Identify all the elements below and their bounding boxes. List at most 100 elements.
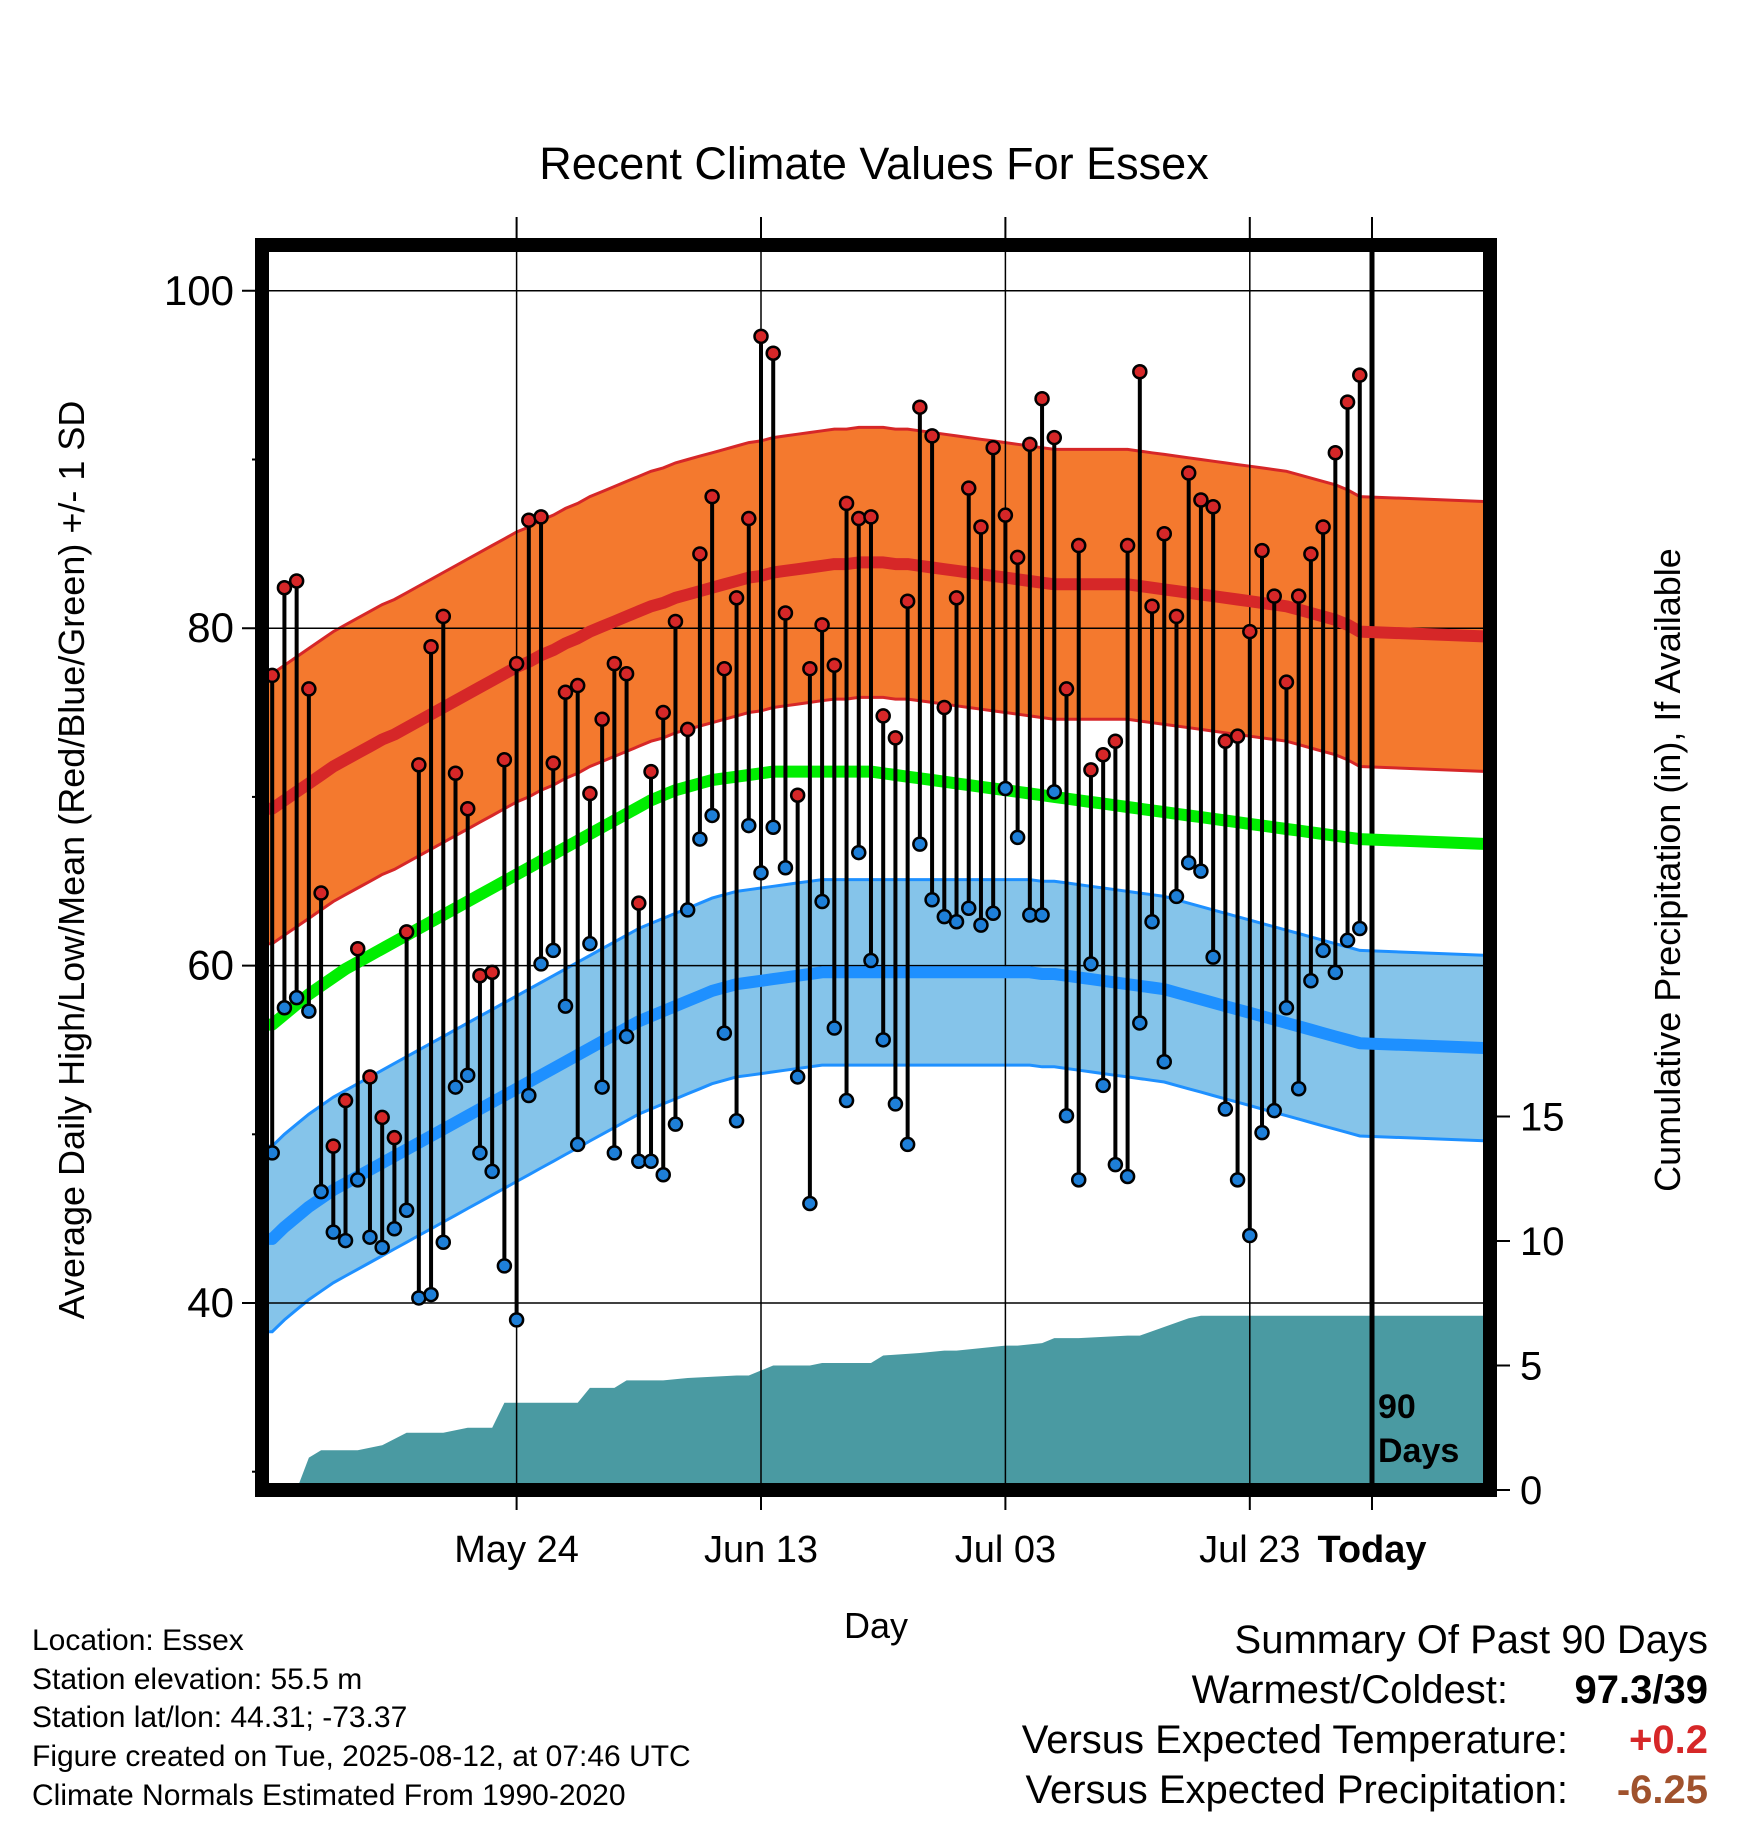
low-point-82 xyxy=(1266,1102,1282,1119)
xtick-label-4: Today xyxy=(1317,1529,1426,1571)
summary-warmest-value: 97.3/39 xyxy=(1574,1668,1708,1712)
low-point-24 xyxy=(557,998,574,1014)
y2-axis-label: Cumulative Precipitation (in), If Availa… xyxy=(1647,548,1688,1192)
plot-frame xyxy=(255,238,1497,1497)
low-point-45 xyxy=(814,893,830,910)
low-point-89 xyxy=(1352,920,1368,937)
summary-precip-value: -6.25 xyxy=(1616,1768,1708,1812)
high-point-12 xyxy=(411,757,427,773)
low-point-9 xyxy=(374,1239,390,1256)
high-point-50 xyxy=(875,708,891,724)
low-point-43 xyxy=(789,1069,806,1085)
low-point-87 xyxy=(1327,964,1344,981)
low-point-27 xyxy=(594,1079,610,1095)
info-created: Figure created on Tue, 2025-08-12, at 07… xyxy=(32,1740,691,1773)
low-point-53 xyxy=(912,836,928,852)
low-point-16 xyxy=(459,1067,476,1084)
low-point-31 xyxy=(643,1153,659,1170)
low-point-4 xyxy=(313,1183,329,1200)
low-point-25 xyxy=(569,1136,586,1153)
high-point-43 xyxy=(789,787,806,803)
normal-high-line xyxy=(262,556,1491,815)
low-point-88 xyxy=(1339,932,1356,949)
high-point-45 xyxy=(814,617,830,633)
high-point-81 xyxy=(1254,542,1270,559)
high-point-31 xyxy=(643,763,659,780)
high-point-62 xyxy=(1022,436,1038,453)
high-point-59 xyxy=(985,439,1001,456)
high-point-49 xyxy=(863,509,879,525)
low-point-73 xyxy=(1156,1054,1173,1070)
low-point-71 xyxy=(1132,1015,1148,1031)
high-point-65 xyxy=(1058,681,1075,697)
high-point-57 xyxy=(960,480,977,496)
xtick-label-2: Jul 03 xyxy=(955,1529,1056,1571)
high-point-28 xyxy=(606,655,623,672)
low-point-76 xyxy=(1193,863,1209,879)
low-point-70 xyxy=(1119,1168,1136,1185)
summary-warmest-label: Warmest/Coldest: xyxy=(1191,1668,1508,1712)
low-point-51 xyxy=(887,1096,904,1112)
low-point-11 xyxy=(398,1202,415,1218)
low-point-47 xyxy=(838,1092,855,1109)
frame-border xyxy=(255,238,1497,1497)
high-point-8 xyxy=(362,1069,378,1085)
low-point-3 xyxy=(301,1003,317,1019)
high-point-60 xyxy=(997,507,1014,523)
high-point-74 xyxy=(1168,608,1185,625)
high-point-44 xyxy=(802,660,818,677)
high-point-85 xyxy=(1303,546,1319,562)
low-point-83 xyxy=(1278,1000,1295,1016)
low-point-33 xyxy=(667,1116,684,1132)
summary-temp-value: +0.2 xyxy=(1629,1718,1708,1762)
low-point-65 xyxy=(1058,1107,1075,1124)
high-point-21 xyxy=(521,512,537,528)
low-point-5 xyxy=(325,1224,342,1240)
high-point-66 xyxy=(1070,537,1087,554)
low-point-29 xyxy=(618,1028,635,1045)
high-point-55 xyxy=(936,699,953,716)
high-point-40 xyxy=(753,328,769,345)
summary-heading: Summary Of Past 90 Days xyxy=(1234,1618,1708,1662)
high-point-61 xyxy=(1009,549,1026,566)
low-point-72 xyxy=(1144,913,1160,930)
low-point-66 xyxy=(1070,1172,1087,1188)
y2tick-label-15: 15 xyxy=(1520,1096,1565,1140)
annotation-days: Days xyxy=(1378,1432,1459,1470)
high-point-1 xyxy=(276,579,293,596)
low-point-15 xyxy=(447,1079,464,1095)
high-point-11 xyxy=(398,924,415,940)
low-point-46 xyxy=(826,1020,843,1036)
high-point-83 xyxy=(1278,674,1295,690)
high-point-47 xyxy=(838,495,855,512)
low-point-20 xyxy=(508,1312,525,1328)
ytick-label-80: 80 xyxy=(187,604,234,651)
info-elevation: Station elevation: 55.5 m xyxy=(32,1663,363,1696)
high-point-89 xyxy=(1352,367,1368,383)
low-point-40 xyxy=(753,865,769,881)
low-point-78 xyxy=(1217,1101,1234,1117)
low-point-58 xyxy=(973,917,989,933)
high-point-51 xyxy=(887,730,904,746)
low-sd-band xyxy=(262,879,1490,1332)
high-point-54 xyxy=(924,428,940,444)
high-point-34 xyxy=(679,721,696,738)
low-point-68 xyxy=(1095,1077,1111,1094)
low-point-44 xyxy=(802,1195,818,1212)
low-point-13 xyxy=(423,1286,439,1303)
low-point-77 xyxy=(1205,949,1221,965)
low-point-28 xyxy=(606,1145,623,1161)
low-point-1 xyxy=(276,1000,293,1016)
high-point-37 xyxy=(716,660,733,677)
high-point-53 xyxy=(912,399,928,415)
high-point-42 xyxy=(777,605,794,621)
high-sd-band xyxy=(262,427,1490,944)
low-point-41 xyxy=(765,819,781,836)
low-point-69 xyxy=(1107,1156,1124,1173)
info-location: Location: Essex xyxy=(32,1624,244,1657)
high-point-13 xyxy=(423,639,439,655)
high-point-69 xyxy=(1107,733,1124,749)
low-point-35 xyxy=(692,831,708,847)
low-point-74 xyxy=(1168,888,1185,905)
high-point-15 xyxy=(447,765,464,782)
